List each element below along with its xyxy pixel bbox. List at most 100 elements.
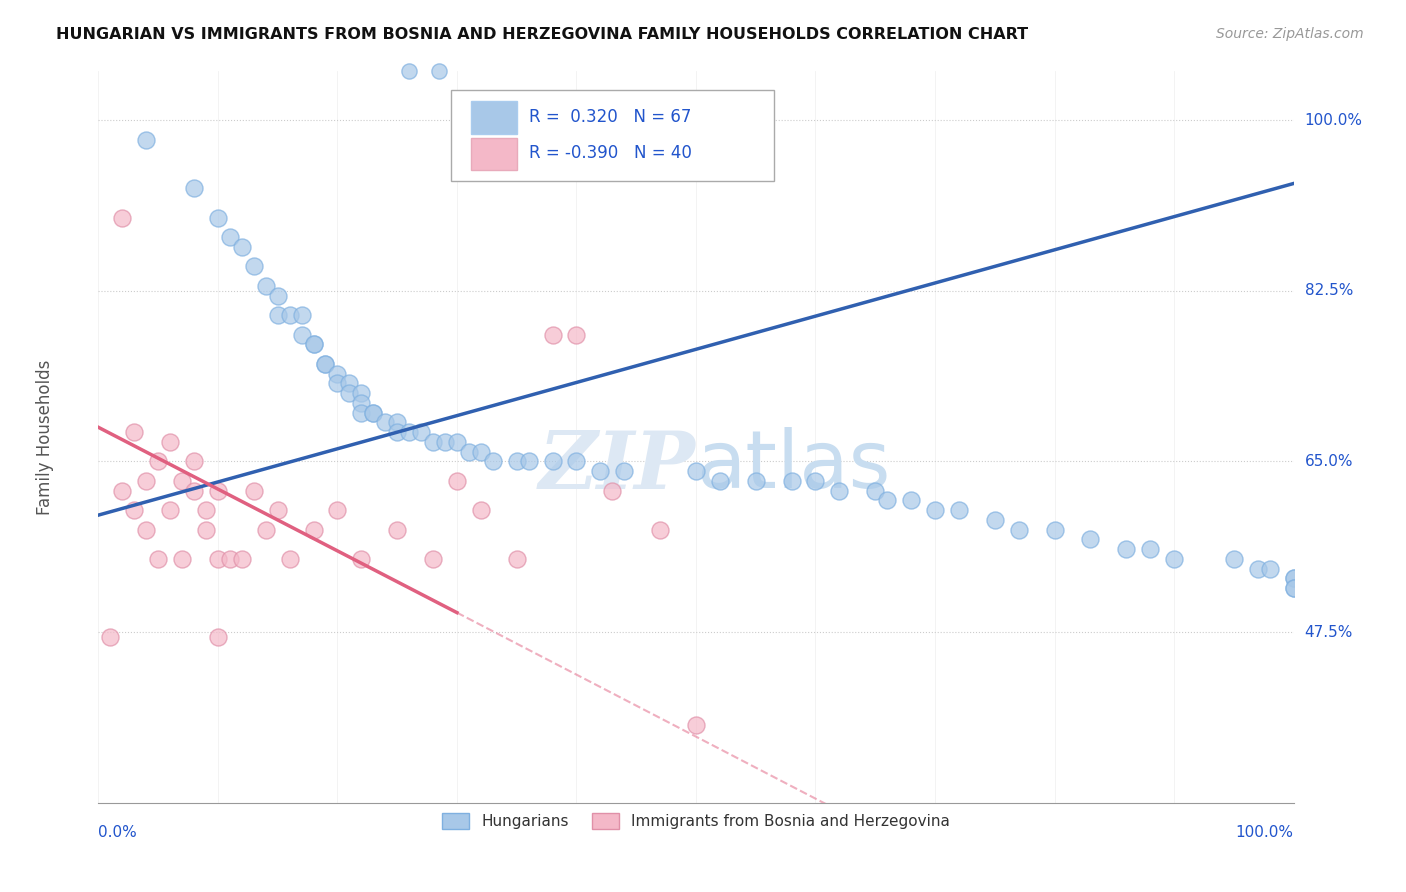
Point <box>231 552 253 566</box>
Point <box>339 386 361 401</box>
Point <box>302 337 325 351</box>
Point <box>865 483 887 498</box>
Point <box>350 552 373 566</box>
Point <box>350 396 373 410</box>
Point <box>685 718 707 732</box>
Point <box>517 454 540 468</box>
Point <box>183 483 205 498</box>
Point <box>481 454 505 468</box>
Point <box>267 503 290 517</box>
Point <box>1282 572 1305 586</box>
Point <box>385 416 409 430</box>
Point <box>385 425 409 440</box>
Point <box>159 434 181 449</box>
Point <box>135 523 157 537</box>
Point <box>948 503 970 517</box>
Point <box>291 308 314 322</box>
Point <box>648 523 672 537</box>
Point <box>363 406 385 420</box>
Text: 82.5%: 82.5% <box>1305 284 1353 298</box>
Point <box>422 434 444 449</box>
Text: 65.0%: 65.0% <box>1305 454 1353 469</box>
Point <box>254 523 277 537</box>
Point <box>924 503 946 517</box>
Point <box>254 279 277 293</box>
Point <box>172 474 194 488</box>
Point <box>613 464 636 478</box>
Point <box>315 357 337 371</box>
Text: 47.5%: 47.5% <box>1305 624 1353 640</box>
Text: 100.0%: 100.0% <box>1305 112 1362 128</box>
Point <box>278 552 301 566</box>
Point <box>207 552 229 566</box>
Point <box>363 406 385 420</box>
Point <box>984 513 1007 527</box>
Point <box>470 503 492 517</box>
Point <box>745 474 768 488</box>
Point <box>1282 581 1305 595</box>
Point <box>565 454 588 468</box>
Text: R =  0.320   N = 67: R = 0.320 N = 67 <box>529 108 690 126</box>
Point <box>411 425 433 440</box>
Point <box>780 474 803 488</box>
Point <box>350 406 373 420</box>
Point <box>278 308 301 322</box>
Point <box>291 327 314 342</box>
Point <box>111 211 134 225</box>
Point <box>828 483 851 498</box>
Point <box>135 474 157 488</box>
Point <box>207 630 229 644</box>
Point <box>506 454 529 468</box>
Point <box>1163 552 1185 566</box>
FancyBboxPatch shape <box>451 90 773 181</box>
FancyBboxPatch shape <box>471 138 517 170</box>
FancyBboxPatch shape <box>471 102 517 134</box>
Point <box>446 474 468 488</box>
Point <box>195 523 218 537</box>
Point <box>1043 523 1066 537</box>
Point <box>243 260 266 274</box>
Text: HUNGARIAN VS IMMIGRANTS FROM BOSNIA AND HERZEGOVINA FAMILY HOUSEHOLDS CORRELATIO: HUNGARIAN VS IMMIGRANTS FROM BOSNIA AND … <box>56 27 1028 42</box>
Point <box>124 425 146 440</box>
Legend: Hungarians, Immigrants from Bosnia and Herzegovina: Hungarians, Immigrants from Bosnia and H… <box>436 807 956 836</box>
Point <box>434 434 457 449</box>
Point <box>422 552 444 566</box>
Point <box>1008 523 1031 537</box>
Point <box>111 483 134 498</box>
Point <box>1282 572 1305 586</box>
Point <box>98 630 122 644</box>
Point <box>124 503 146 517</box>
Text: Source: ZipAtlas.com: Source: ZipAtlas.com <box>1216 27 1364 41</box>
Point <box>541 327 564 342</box>
Text: 0.0%: 0.0% <box>98 825 138 839</box>
Point <box>183 181 205 195</box>
Point <box>267 308 290 322</box>
Point <box>183 454 205 468</box>
Point <box>446 434 468 449</box>
Text: 100.0%: 100.0% <box>1236 825 1294 839</box>
Point <box>1223 552 1246 566</box>
Point <box>148 454 170 468</box>
Point <box>350 386 373 401</box>
Point <box>398 113 420 128</box>
Point <box>267 288 290 302</box>
Text: ZIP: ZIP <box>538 427 696 505</box>
Point <box>339 376 361 391</box>
Point <box>302 523 325 537</box>
Point <box>804 474 827 488</box>
Point <box>398 425 420 440</box>
Point <box>302 337 325 351</box>
Point <box>1258 562 1281 576</box>
Point <box>470 444 492 458</box>
Point <box>458 444 481 458</box>
Point <box>602 483 624 498</box>
Point <box>541 454 564 468</box>
Point <box>709 474 731 488</box>
Point <box>231 240 253 254</box>
Point <box>385 523 409 537</box>
Point <box>315 357 337 371</box>
Point <box>1080 533 1102 547</box>
Point <box>326 376 349 391</box>
Point <box>219 552 242 566</box>
Point <box>427 113 450 128</box>
